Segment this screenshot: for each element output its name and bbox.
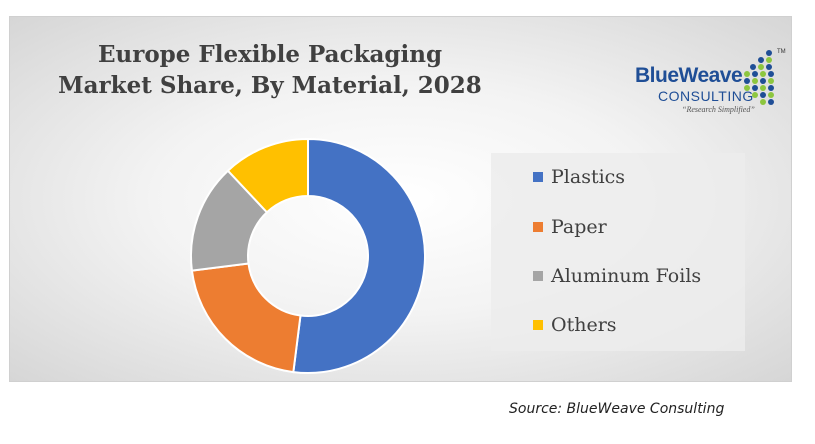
- legend-label: Paper: [551, 216, 607, 238]
- logo-dots-icon: [744, 50, 774, 105]
- legend-swatch: [533, 271, 543, 281]
- legend-swatch: [533, 172, 543, 182]
- donut-slice-paper: [190, 262, 302, 374]
- legend-label: Others: [551, 314, 617, 336]
- blueweave-logo: BlueWeave CONSULTING “Research Simplifie…: [630, 35, 790, 115]
- legend-label: Plastics: [551, 166, 626, 188]
- logo-name: BlueWeave: [635, 64, 743, 87]
- legend-item-others: Others: [533, 313, 617, 337]
- chart-panel: Europe Flexible Packaging Market Share, …: [9, 16, 792, 382]
- logo-trademark: TM: [777, 49, 786, 55]
- legend-swatch: [533, 222, 543, 232]
- legend-item-paper: Paper: [533, 215, 607, 239]
- donut-chart: [190, 137, 426, 374]
- chart-title-line-1: Europe Flexible Packaging: [97, 41, 443, 68]
- logo-tagline: “Research Simplified”: [682, 105, 755, 114]
- legend-label: Aluminum Foils: [551, 265, 702, 287]
- legend-swatch: [533, 320, 543, 330]
- legend-item-aluminum-foils: Aluminum Foils: [533, 264, 701, 288]
- logo-subtitle: CONSULTING: [658, 88, 754, 104]
- chart-title: Europe Flexible Packaging Market Share, …: [40, 39, 500, 101]
- source-note: Source: BlueWeave Consulting: [509, 401, 725, 417]
- legend-item-plastics: Plastics: [533, 165, 625, 189]
- donut-slice-plastics: [292, 137, 426, 374]
- donut-slice-others: [226, 137, 309, 214]
- chart-title-line-2: Market Share, By Material, 2028: [58, 72, 482, 99]
- chart-legend: Plastics Paper Aluminum Foils Others: [491, 153, 745, 351]
